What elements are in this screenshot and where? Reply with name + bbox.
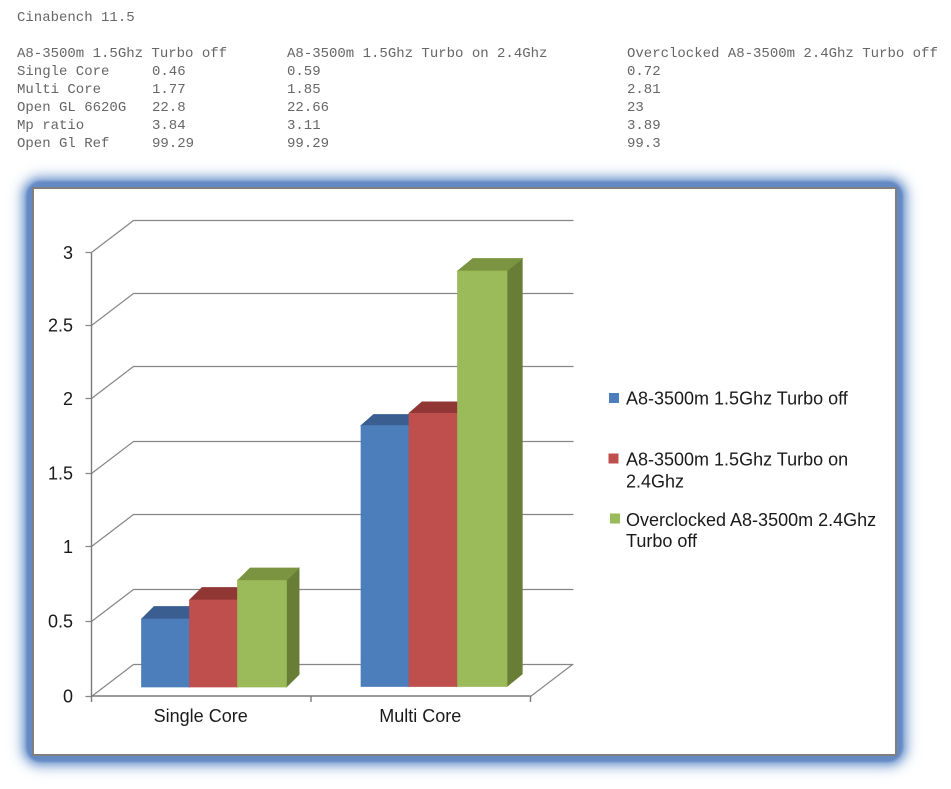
svg-text:2.5: 2.5 — [48, 316, 73, 336]
svg-text:2: 2 — [63, 389, 73, 409]
svg-text:A8-3500m 1.5Ghz Turbo off: A8-3500m 1.5Ghz Turbo off — [626, 389, 849, 409]
svg-text:Multi Core: Multi Core — [379, 706, 461, 726]
svg-text:A8-3500m 1.5Ghz Turbo on: A8-3500m 1.5Ghz Turbo on — [626, 450, 848, 470]
svg-text:Single Core: Single Core — [154, 706, 248, 726]
svg-text:1.5: 1.5 — [48, 464, 73, 484]
svg-text:0: 0 — [63, 687, 73, 707]
svg-text:Overclocked A8-3500m 2.4Ghz: Overclocked A8-3500m 2.4Ghz — [626, 510, 876, 530]
svg-text:Turbo off: Turbo off — [626, 531, 698, 551]
svg-text:1: 1 — [63, 537, 73, 557]
svg-text:0.5: 0.5 — [48, 612, 73, 632]
svg-text:3: 3 — [63, 243, 73, 263]
svg-text:2.4Ghz: 2.4Ghz — [626, 472, 684, 492]
